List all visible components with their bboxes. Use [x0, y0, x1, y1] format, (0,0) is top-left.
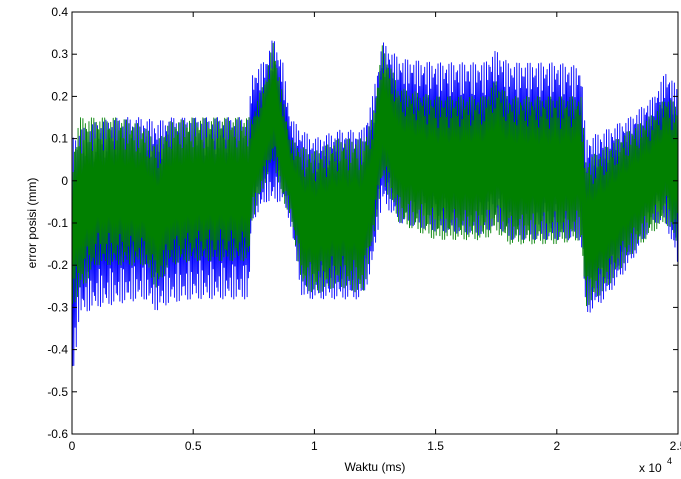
tick-layer: 0 0.5 1 1.5 2 2.5 -0.6 -0.5 -0.4 -0.3 -0.2 -0.1 0 0.1…: [47, 5, 681, 453]
x-tick-label: 2: [553, 439, 560, 453]
y-tick-label: -0.6: [47, 427, 68, 441]
y-tick-label: -0.2: [47, 258, 68, 272]
y-tick-label: 0.3: [51, 47, 68, 61]
y-tick-label: -0.3: [47, 300, 68, 314]
y-axis-label: error posisi (mm): [25, 178, 39, 269]
series-line-green: [71, 42, 679, 307]
y-tick-label: -0.1: [47, 216, 68, 230]
x-tick-label: 1: [311, 439, 318, 453]
y-tick-label: 0.2: [51, 89, 68, 103]
x-exponent-power: 4: [667, 456, 672, 466]
y-tick-label: -0.4: [47, 343, 68, 357]
x-tick-label: 1.5: [427, 439, 444, 453]
x-tick-label: 2.5: [670, 439, 681, 453]
y-tick-label: -0.5: [47, 385, 68, 399]
y-tick-label: 0.1: [51, 132, 68, 146]
series-layer: [71, 40, 679, 367]
y-tick-label: 0.4: [51, 5, 68, 19]
x-axis-label: Waktu (ms): [345, 460, 406, 474]
x-tick-label: 0.5: [185, 439, 202, 453]
x-exponent-label: x 10: [639, 461, 662, 475]
x-tick-label: 0: [69, 439, 76, 453]
y-tick-label: 0: [61, 174, 68, 188]
